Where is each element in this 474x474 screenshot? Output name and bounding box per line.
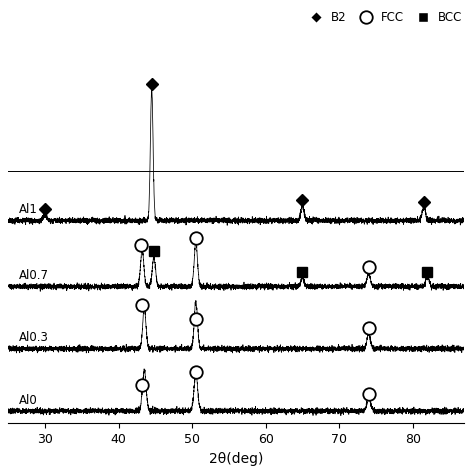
Text: Al1: Al1 (19, 203, 38, 216)
Text: Al0.7: Al0.7 (19, 269, 49, 282)
Text: Al0.3: Al0.3 (19, 331, 49, 344)
X-axis label: 2θ(deg): 2θ(deg) (209, 452, 264, 465)
Text: Al0: Al0 (19, 393, 38, 407)
Legend: B2, FCC, BCC: B2, FCC, BCC (299, 6, 467, 28)
